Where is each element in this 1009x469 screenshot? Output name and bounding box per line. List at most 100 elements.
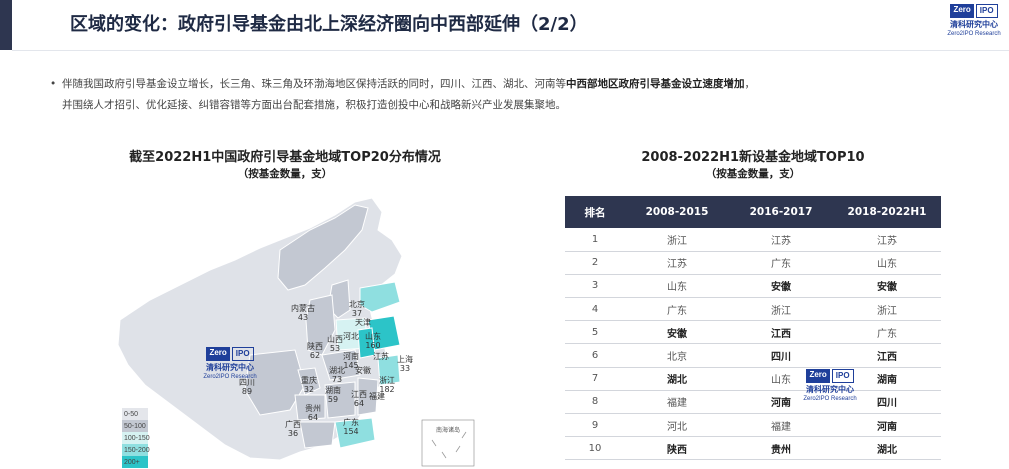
table-logo-zero: Zero bbox=[806, 369, 830, 383]
legend-item: 100-150 bbox=[122, 432, 150, 444]
province-cell: 贵州 bbox=[729, 436, 833, 461]
table-row: 1 浙江 江苏 江苏 bbox=[565, 228, 941, 252]
table-logo-cn: 清科研究中心 bbox=[806, 385, 854, 394]
map-logo-en: Zero2IPO Research bbox=[203, 374, 257, 380]
map-logo-zero: Zero bbox=[206, 347, 230, 361]
legend-swatch bbox=[122, 408, 148, 420]
map-logo-ipo: IPO bbox=[231, 347, 254, 361]
header-accent-bar bbox=[0, 0, 12, 50]
province-cell: 山东 bbox=[833, 251, 941, 275]
logo-ipo-text: IPO bbox=[975, 4, 998, 18]
rank-cell: 5 bbox=[565, 320, 625, 345]
province-cell: 福建 bbox=[729, 413, 833, 438]
rank-cell: 1 bbox=[565, 228, 625, 252]
bullet-text-bold: 中西部地区政府引导基金设立速度增加 bbox=[566, 78, 745, 90]
legend-label: 150-200 bbox=[124, 446, 150, 454]
table-panel-title: 2008-2022H1新设基金地域TOP10 （按基金数量，支） bbox=[565, 150, 941, 182]
summary-bullet: • 伴随我国政府引导基金设立增长，长三角、珠三角及环渤海地区保持活跃的同时，四川… bbox=[50, 74, 972, 116]
rank-cell: 8 bbox=[565, 390, 625, 415]
title-divider bbox=[12, 50, 1009, 51]
province-cell: 浙江 bbox=[729, 297, 833, 322]
bullet-text-2: ， bbox=[744, 78, 756, 90]
table-row: 9 河北 福建 河南 bbox=[565, 413, 941, 438]
table-row: 2 江苏 广东 山东 bbox=[565, 251, 941, 275]
province-cell: 广东 bbox=[729, 251, 833, 275]
province-cell: 浙江 bbox=[625, 228, 729, 252]
region-anhui bbox=[357, 327, 376, 359]
map-logo-cn: 清科研究中心 bbox=[206, 363, 254, 372]
region-chongqing bbox=[297, 367, 321, 396]
legend-item: 50-100 bbox=[122, 420, 150, 432]
rank-cell: 6 bbox=[565, 343, 625, 368]
south-sea-inset bbox=[421, 419, 475, 467]
logo-cn-text: 清科研究中心 bbox=[950, 20, 998, 29]
legend-swatch bbox=[122, 456, 148, 468]
rank-cell: 4 bbox=[565, 297, 625, 322]
rank-cell: 7 bbox=[565, 367, 625, 391]
province-label: 陕西 62 bbox=[307, 342, 323, 360]
region-hubei bbox=[321, 349, 361, 381]
legend-swatch bbox=[122, 432, 148, 444]
province-cell: 湖北 bbox=[625, 367, 729, 391]
province-cell: 福建 bbox=[625, 390, 729, 415]
rank-cell: 10 bbox=[565, 436, 625, 461]
table-logo-ipo: IPO bbox=[831, 369, 854, 383]
map-title-text: 截至2022H1中国政府引导基金地域TOP20分布情况 bbox=[129, 150, 441, 165]
region-guangdong bbox=[334, 417, 376, 449]
map-panel-title: 截至2022H1中国政府引导基金地域TOP20分布情况 （按基金数量，支） bbox=[110, 150, 460, 182]
province-cell: 河南 bbox=[833, 413, 941, 438]
province-cell: 河南 bbox=[729, 390, 833, 415]
legend-label: 100-150 bbox=[124, 434, 150, 442]
province-label: 天津 bbox=[355, 318, 371, 327]
province-label: 福建 bbox=[369, 392, 385, 401]
region-zhejiang bbox=[377, 354, 401, 386]
brand-logo: Zero IPO 清科研究中心 Zero2IPO Research bbox=[947, 4, 1001, 38]
province-label: 浙江 182 bbox=[379, 376, 395, 394]
header-rank: 排名 bbox=[565, 196, 625, 228]
south-sea-dashes bbox=[431, 431, 467, 459]
region-inner-mongolia bbox=[277, 204, 369, 291]
province-cell: 安徽 bbox=[833, 274, 941, 299]
province-cell: 湖南 bbox=[833, 367, 941, 391]
bullet-text-1: 伴随我国政府引导基金设立增长，长三角、珠三角及环渤海地区保持活跃的同时，四川、江… bbox=[62, 78, 566, 90]
province-label: 广西 36 bbox=[285, 420, 301, 438]
province-label: 安徽 bbox=[355, 366, 371, 375]
province-label: 湖北 73 bbox=[329, 366, 345, 384]
table-title-text: 2008-2022H1新设基金地域TOP10 bbox=[641, 150, 865, 165]
province-cell: 陕西 bbox=[625, 436, 729, 461]
rank-cell: 2 bbox=[565, 251, 625, 275]
province-label: 广东 154 bbox=[343, 418, 359, 436]
logo-en-text: Zero2IPO Research bbox=[947, 31, 1001, 37]
province-cell: 江苏 bbox=[833, 228, 941, 252]
region-guizhou bbox=[294, 394, 326, 421]
table-header-row: 排名 2008-2015 2016-2017 2018-2022H1 bbox=[565, 196, 941, 228]
province-cell: 山东 bbox=[625, 274, 729, 299]
province-label: 河南 145 bbox=[343, 352, 359, 370]
header-period-3: 2018-2022H1 bbox=[833, 196, 941, 228]
province-label: 四川 89 bbox=[239, 378, 255, 396]
table-row: 4 广东 浙江 浙江 bbox=[565, 297, 941, 322]
region-hunan bbox=[324, 381, 356, 419]
legend-swatch bbox=[122, 420, 148, 432]
bullet-dot: • bbox=[50, 78, 57, 90]
page-title: 区域的变化：政府引导基金由北上深经济圈向中西部延伸（2/2） bbox=[70, 14, 588, 35]
province-cell: 安徽 bbox=[625, 320, 729, 345]
province-cell: 广东 bbox=[833, 320, 941, 345]
map-subtitle-text: （按基金数量，支） bbox=[237, 168, 333, 180]
province-cell: 北京 bbox=[625, 343, 729, 368]
table-watermark-logo: Zero IPO 清科研究中心 Zero2IPO Research bbox=[800, 369, 860, 403]
rank-cell: 3 bbox=[565, 274, 625, 299]
bullet-text-3: 并围绕人才招引、优化延接、纠错容错等方面出台配套措施，积极打造创投中心和战略新兴… bbox=[62, 99, 566, 111]
province-label: 北京 37 bbox=[349, 300, 365, 318]
province-labels: 内蒙古 43 北京 37 天津 河北 山西 53 山东 160 陕西 62 河南 145 江… bbox=[110, 190, 480, 469]
province-label: 上海 33 bbox=[397, 355, 413, 373]
region-guangxi bbox=[299, 421, 336, 449]
china-map: 南海诸岛 bbox=[117, 197, 475, 467]
region-jiangxi bbox=[357, 377, 379, 416]
table-row: 7 湖北 山东 湖南 bbox=[565, 367, 941, 391]
table-logo-en: Zero2IPO Research bbox=[803, 396, 857, 402]
legend-label: 50-100 bbox=[124, 422, 146, 430]
province-label: 江苏 bbox=[373, 352, 389, 361]
legend-item: 150-200 bbox=[122, 444, 150, 456]
header-period-2: 2016-2017 bbox=[729, 196, 833, 228]
